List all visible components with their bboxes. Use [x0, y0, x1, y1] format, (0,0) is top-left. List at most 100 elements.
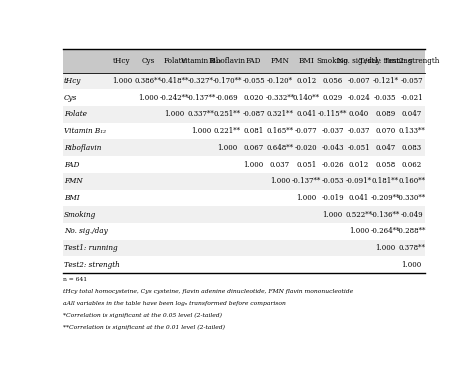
Text: tHcy: tHcy	[113, 56, 131, 65]
Bar	[63, 139, 425, 156]
Text: 0.051: 0.051	[296, 161, 317, 169]
Text: -0.091*: -0.091*	[346, 177, 372, 185]
Text: 1.000: 1.000	[244, 161, 264, 169]
Text: -0.332**: -0.332**	[265, 94, 294, 102]
Bar	[63, 223, 425, 239]
Text: 0.056: 0.056	[322, 77, 343, 85]
Bar	[63, 206, 425, 223]
Text: 0.012: 0.012	[349, 161, 369, 169]
Text: -0.069: -0.069	[216, 94, 238, 102]
Text: -0.137**: -0.137**	[186, 94, 216, 102]
Text: 0.029: 0.029	[322, 94, 343, 102]
Bar	[63, 239, 425, 256]
Text: -0.024: -0.024	[347, 94, 370, 102]
Text: 1.000: 1.000	[296, 194, 317, 202]
Text: 0.181**: 0.181**	[372, 177, 399, 185]
Text: -0.053: -0.053	[321, 177, 344, 185]
Text: -0.327*: -0.327*	[188, 77, 214, 85]
Text: 0.062: 0.062	[401, 161, 422, 169]
Text: 0.047: 0.047	[401, 110, 422, 118]
Text: 0.047: 0.047	[375, 144, 395, 152]
Text: 1.000: 1.000	[401, 261, 422, 269]
Text: -0.026: -0.026	[321, 161, 344, 169]
Text: 0.321**: 0.321**	[266, 110, 293, 118]
Text: -0.021: -0.021	[400, 94, 423, 102]
Bar	[63, 73, 425, 89]
Bar	[63, 190, 425, 206]
Text: -0.242**: -0.242**	[160, 94, 189, 102]
Text: -0.037: -0.037	[348, 127, 370, 135]
Text: 0.012: 0.012	[296, 77, 317, 85]
Text: Folate: Folate	[64, 110, 87, 118]
Text: BMI: BMI	[64, 194, 80, 202]
Text: 0.133**: 0.133**	[398, 127, 425, 135]
Text: -0.020: -0.020	[295, 144, 318, 152]
Text: Smoking: Smoking	[64, 211, 96, 218]
Text: n = 641: n = 641	[63, 277, 87, 282]
Text: -0.035: -0.035	[374, 94, 397, 102]
Text: -0.170**: -0.170**	[213, 77, 242, 85]
Text: No. sig./day: No. sig./day	[337, 56, 381, 65]
Bar	[63, 89, 425, 106]
Text: -0.057: -0.057	[400, 77, 423, 85]
Text: FAD: FAD	[64, 161, 80, 169]
Text: -0.077: -0.077	[295, 127, 318, 135]
Text: 0.041: 0.041	[349, 194, 369, 202]
Text: -0.120*: -0.120*	[267, 77, 293, 85]
Text: 1.000: 1.000	[322, 211, 343, 218]
Text: -0.209**: -0.209**	[371, 194, 400, 202]
Text: 0.165**: 0.165**	[266, 127, 293, 135]
Text: -0.121*: -0.121*	[372, 77, 398, 85]
Text: -0.115**: -0.115**	[318, 110, 347, 118]
Text: **Correlation is significant at the 0.01 level (2-tailed): **Correlation is significant at the 0.01…	[63, 325, 225, 330]
Text: 1.000: 1.000	[217, 144, 237, 152]
Text: -0.037: -0.037	[321, 127, 344, 135]
Text: 0.386**: 0.386**	[135, 77, 162, 85]
Text: -0.049: -0.049	[400, 211, 423, 218]
Bar	[63, 49, 425, 73]
Text: Test1: running: Test1: running	[359, 56, 412, 65]
Text: 0.522**: 0.522**	[346, 211, 373, 218]
Text: Test1: running: Test1: running	[64, 244, 118, 252]
Text: -0.137**: -0.137**	[292, 177, 321, 185]
Text: 0.037: 0.037	[270, 161, 290, 169]
Text: FMN: FMN	[64, 177, 83, 185]
Bar	[63, 256, 425, 273]
Text: Test2: strength: Test2: strength	[384, 56, 439, 65]
Text: -0.330**: -0.330**	[397, 194, 426, 202]
Text: 0.160**: 0.160**	[398, 177, 425, 185]
Text: 0.337**: 0.337**	[188, 110, 214, 118]
Text: *Correlation is significant at the 0.05 level (2-tailed): *Correlation is significant at the 0.05 …	[63, 313, 222, 318]
Text: -0.087: -0.087	[242, 110, 265, 118]
Text: 1.000: 1.000	[164, 110, 185, 118]
Text: 1.000: 1.000	[270, 177, 290, 185]
Text: 0.251**: 0.251**	[214, 110, 241, 118]
Text: Riboflavin: Riboflavin	[64, 144, 101, 152]
Text: Cys: Cys	[142, 56, 155, 65]
Text: 0.089: 0.089	[375, 110, 395, 118]
Text: Test2: strength: Test2: strength	[64, 261, 120, 269]
Bar	[63, 106, 425, 123]
Text: tHcy: tHcy	[64, 77, 82, 85]
Text: 0.040: 0.040	[349, 110, 369, 118]
Text: 0.067: 0.067	[244, 144, 264, 152]
Text: -0.051: -0.051	[347, 144, 370, 152]
Text: 0.081: 0.081	[244, 127, 264, 135]
Text: -0.019: -0.019	[321, 194, 344, 202]
Text: -0.418**: -0.418**	[160, 77, 189, 85]
Text: Vitamin B₁₂: Vitamin B₁₂	[64, 127, 106, 135]
Text: 0.378**: 0.378**	[398, 244, 425, 252]
Text: 0.058: 0.058	[375, 161, 395, 169]
Text: Folate: Folate	[163, 56, 186, 65]
Text: 1.000: 1.000	[138, 94, 158, 102]
Text: No. sig./day: No. sig./day	[64, 227, 108, 235]
Text: 0.083: 0.083	[401, 144, 422, 152]
Text: -0.055: -0.055	[242, 77, 265, 85]
Text: Cys: Cys	[64, 94, 77, 102]
Text: Smoking: Smoking	[317, 56, 348, 65]
Text: tHcy total homocysteine, Cys cysteine, flavin adenine dinucleotide, FMN flavin m: tHcy total homocysteine, Cys cysteine, f…	[63, 289, 353, 294]
Text: 0.140**: 0.140**	[293, 94, 320, 102]
Text: -0.288**: -0.288**	[397, 227, 426, 235]
Text: -0.007: -0.007	[347, 77, 370, 85]
Text: 0.020: 0.020	[244, 94, 264, 102]
